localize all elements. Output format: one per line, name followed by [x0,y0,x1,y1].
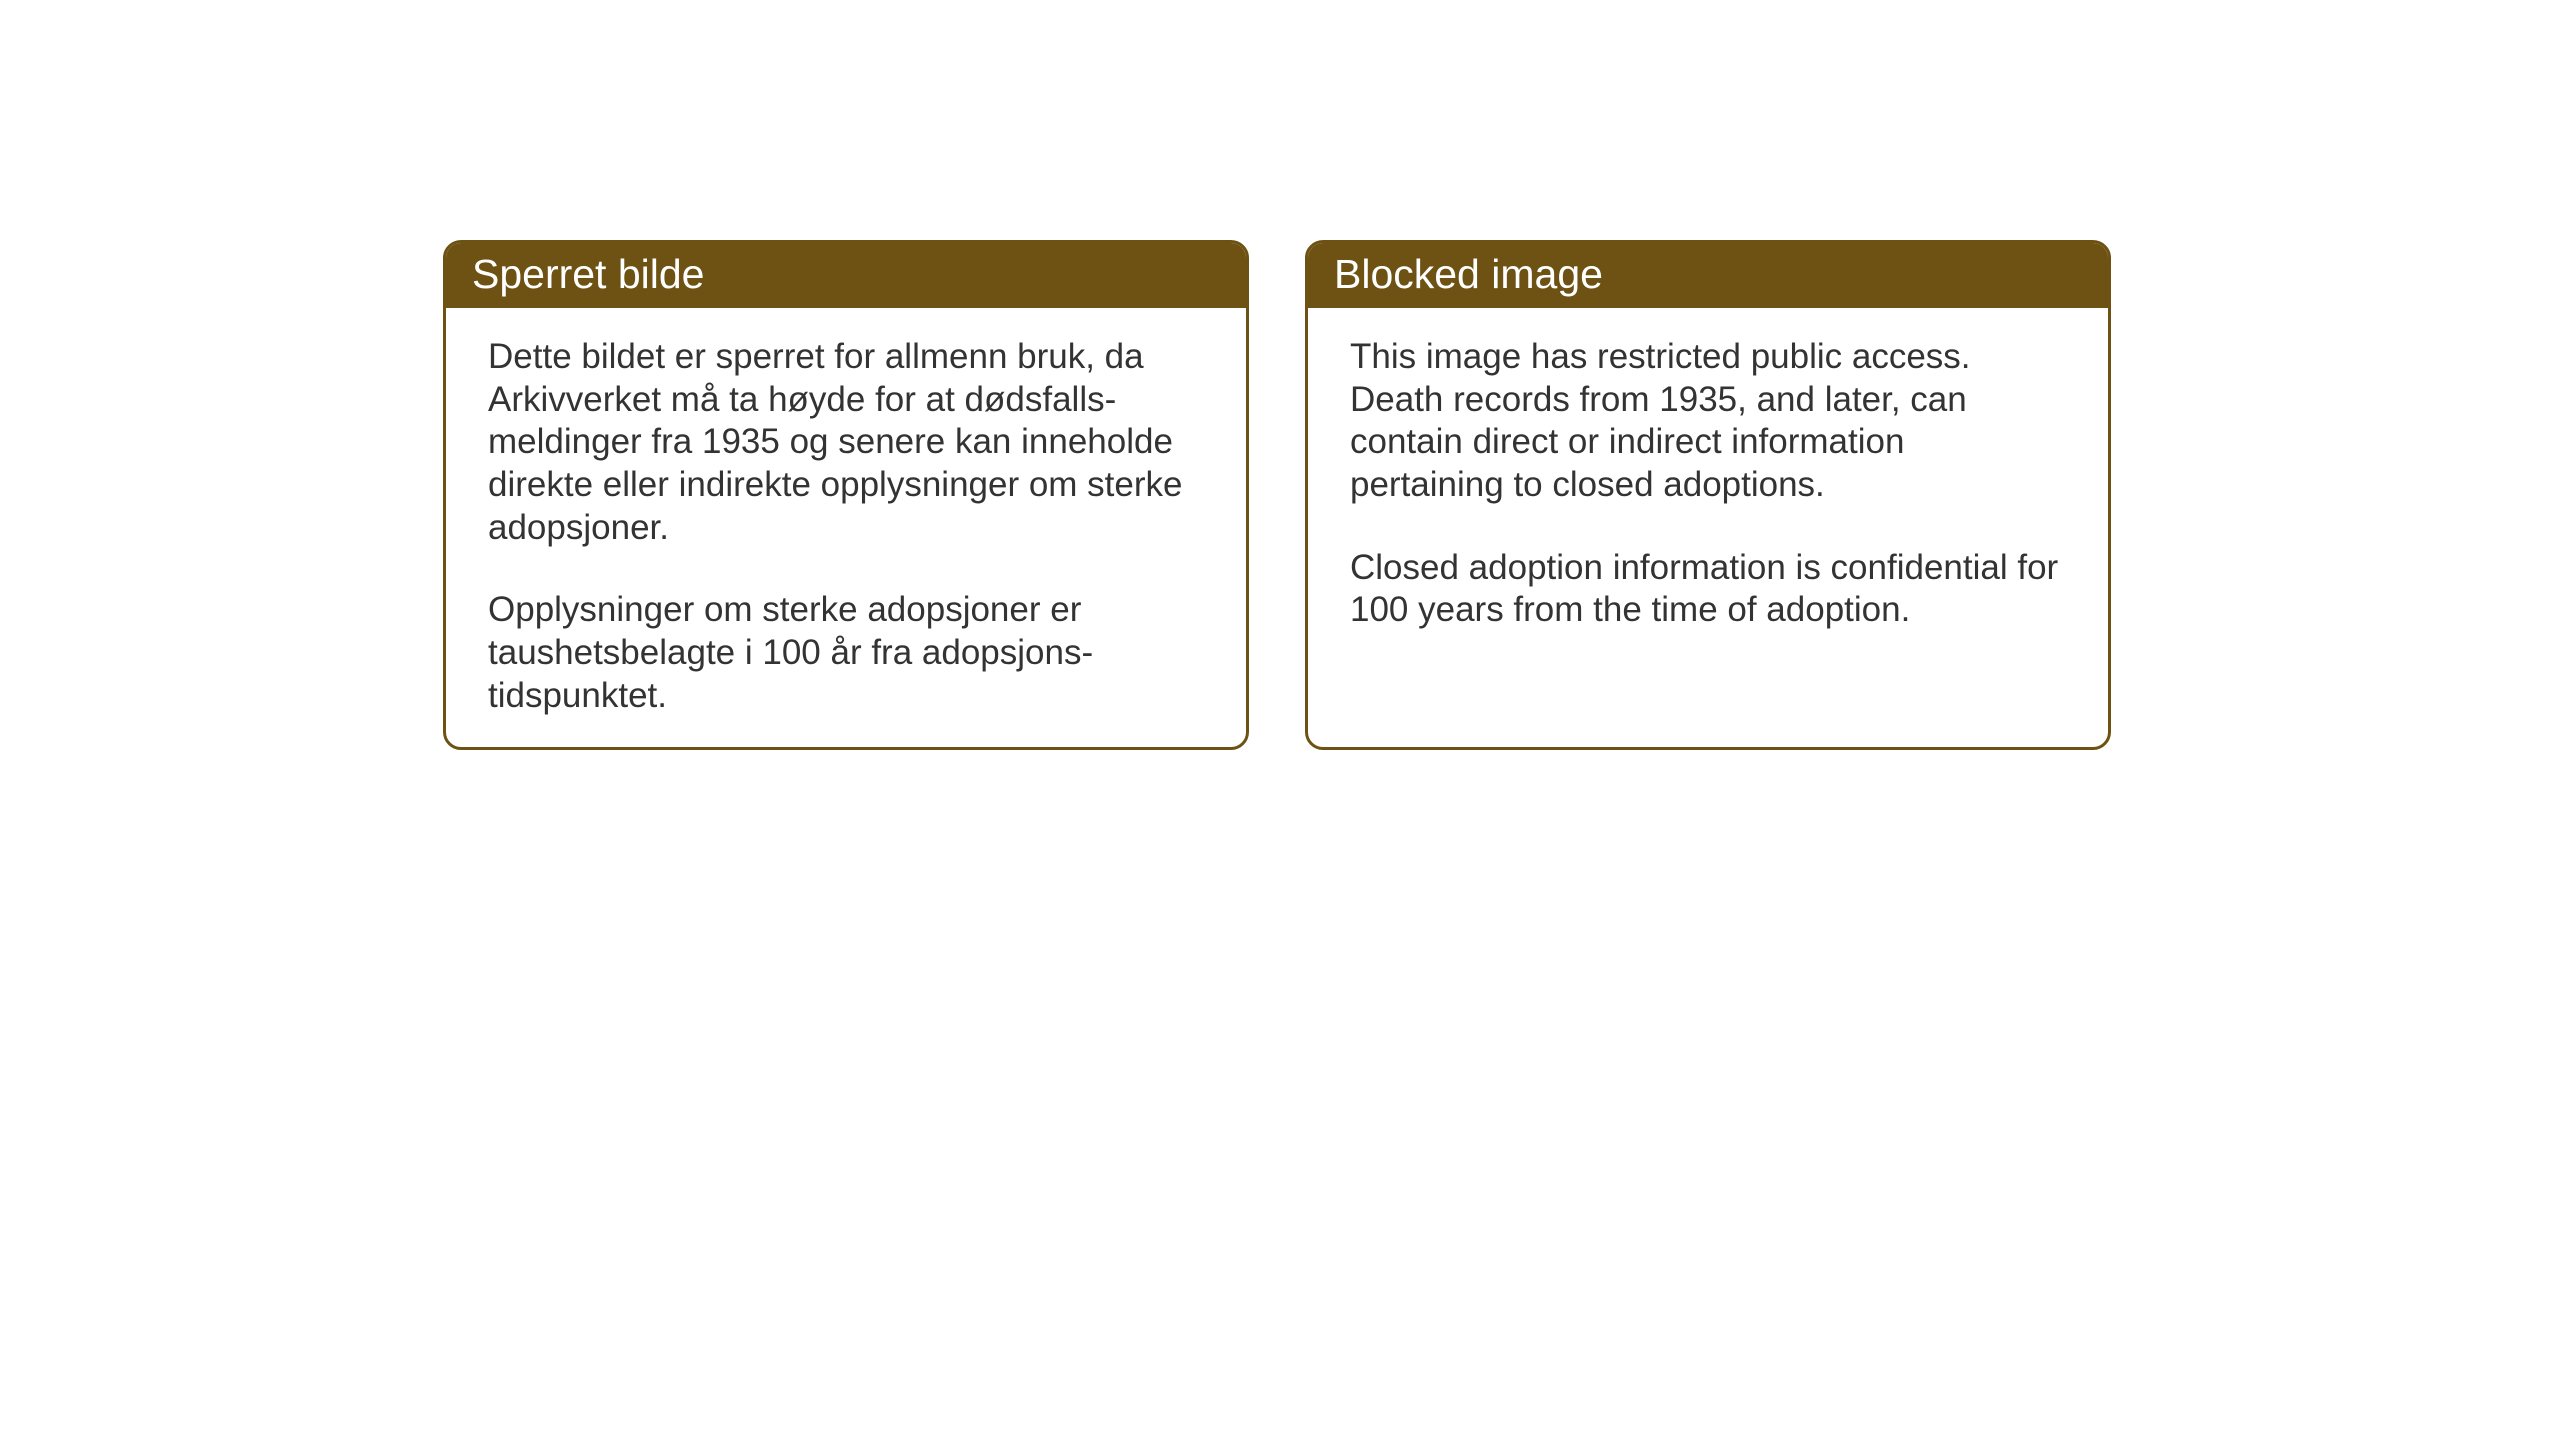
notice-title: Sperret bilde [472,251,704,297]
notice-container: Sperret bilde Dette bildet er sperret fo… [443,240,2111,750]
notice-paragraph: Opplysninger om sterke adopsjoner er tau… [488,589,1204,717]
notice-paragraph: This image has restricted public access.… [1350,336,2066,507]
notice-card-body: This image has restricted public access.… [1308,308,2108,660]
notice-paragraph: Closed adoption information is confident… [1350,547,2066,632]
notice-title: Blocked image [1334,251,1603,297]
notice-card-header: Sperret bilde [446,243,1246,308]
notice-card-body: Dette bildet er sperret for allmenn bruk… [446,308,1246,746]
notice-card-english: Blocked image This image has restricted … [1305,240,2111,750]
notice-card-header: Blocked image [1308,243,2108,308]
notice-card-norwegian: Sperret bilde Dette bildet er sperret fo… [443,240,1249,750]
notice-paragraph: Dette bildet er sperret for allmenn bruk… [488,336,1204,549]
